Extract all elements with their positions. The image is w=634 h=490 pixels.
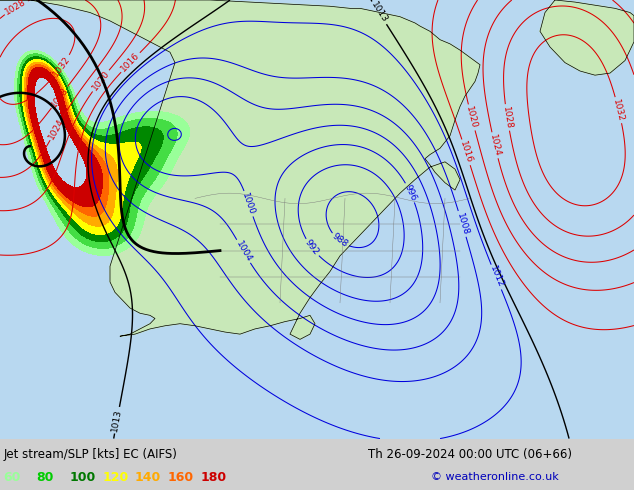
Text: 1008: 1008 bbox=[455, 212, 470, 236]
Polygon shape bbox=[565, 31, 585, 54]
Text: 180: 180 bbox=[201, 470, 227, 484]
Text: 1016: 1016 bbox=[458, 140, 474, 165]
Text: 1024: 1024 bbox=[47, 116, 66, 141]
Text: 60: 60 bbox=[3, 470, 20, 484]
Text: 1012: 1012 bbox=[488, 265, 505, 290]
Text: 1032: 1032 bbox=[51, 54, 72, 78]
Text: 996: 996 bbox=[403, 183, 418, 202]
Text: 100: 100 bbox=[69, 470, 95, 484]
Text: 1004: 1004 bbox=[234, 239, 253, 264]
Text: 120: 120 bbox=[102, 470, 128, 484]
Text: 1020: 1020 bbox=[465, 105, 479, 130]
Polygon shape bbox=[540, 0, 634, 75]
Text: 1032: 1032 bbox=[612, 98, 626, 122]
Text: Th 26-09-2024 00:00 UTC (06+66): Th 26-09-2024 00:00 UTC (06+66) bbox=[368, 448, 572, 461]
Text: 1028: 1028 bbox=[49, 85, 70, 109]
Text: 988: 988 bbox=[330, 232, 349, 249]
Text: 1013: 1013 bbox=[369, 0, 389, 25]
Text: 140: 140 bbox=[135, 470, 161, 484]
Text: 1028: 1028 bbox=[501, 105, 514, 129]
Text: © weatheronline.co.uk: © weatheronline.co.uk bbox=[431, 472, 559, 482]
Text: Jet stream/SLP [kts] EC (AIFS): Jet stream/SLP [kts] EC (AIFS) bbox=[3, 448, 177, 461]
Text: 992: 992 bbox=[303, 238, 321, 257]
Text: 1028: 1028 bbox=[4, 0, 28, 17]
Text: 1020: 1020 bbox=[90, 69, 111, 93]
Text: 1024: 1024 bbox=[488, 133, 502, 157]
Polygon shape bbox=[0, 0, 480, 340]
Text: 1016: 1016 bbox=[119, 51, 141, 74]
Text: 80: 80 bbox=[36, 470, 53, 484]
Text: 1013: 1013 bbox=[110, 408, 124, 432]
Text: 1000: 1000 bbox=[240, 191, 257, 216]
Text: 160: 160 bbox=[168, 470, 194, 484]
